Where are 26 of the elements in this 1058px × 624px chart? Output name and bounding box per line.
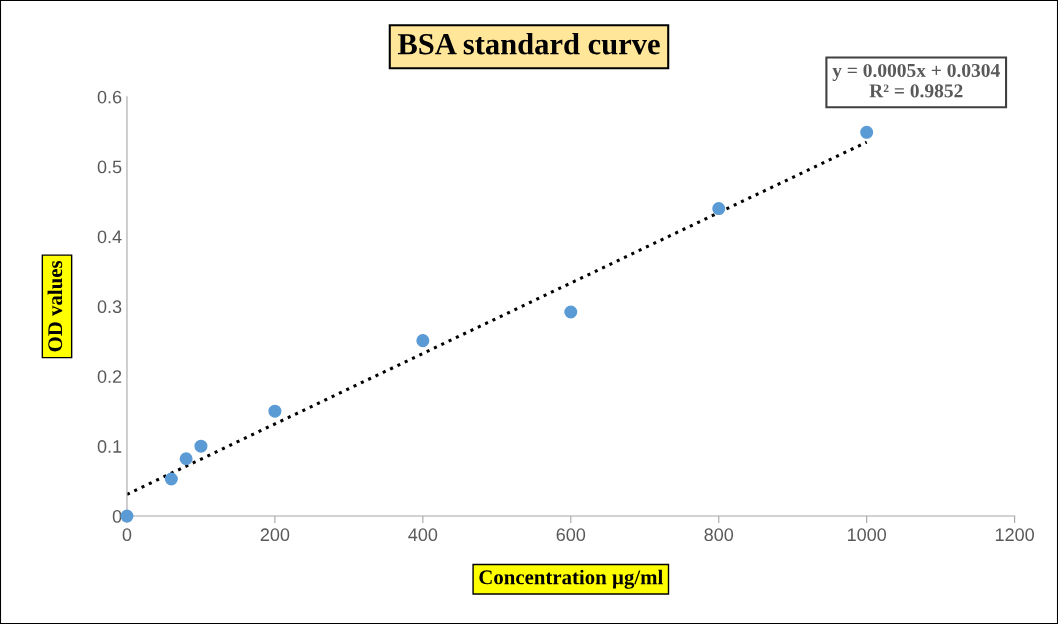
x-tick-label: 600 xyxy=(556,528,586,542)
point xyxy=(179,452,193,466)
y-axis-title: OD values xyxy=(47,260,63,352)
y-tick-label: 0.6 xyxy=(97,90,122,104)
y-tick-label: 0.5 xyxy=(97,160,122,174)
y-tick-label: 0.3 xyxy=(97,300,122,314)
x-axis-title: Concentration µg/ml xyxy=(479,569,663,589)
point xyxy=(194,439,208,453)
y-tick-label: 0.1 xyxy=(97,440,122,453)
point xyxy=(416,334,430,348)
point xyxy=(712,202,726,216)
y-tick-label: 0 xyxy=(112,509,122,523)
point xyxy=(164,472,178,486)
x-tick-label: 400 xyxy=(408,528,438,542)
x-tick-label: 1000 xyxy=(847,528,887,542)
x-tick-label: 200 xyxy=(260,528,290,542)
point xyxy=(860,125,874,139)
annotation: y = 0.0005x + 0.0304 R² = 0.9852 xyxy=(832,63,1000,98)
x-tick-label: 800 xyxy=(704,528,734,542)
point xyxy=(268,404,282,418)
y-tick-label: 0.4 xyxy=(97,230,122,244)
y-tick-label: 0.2 xyxy=(97,370,122,383)
chart-title: BSA standard curve xyxy=(397,32,660,55)
x-tick-label: 0 xyxy=(122,528,132,542)
x-tick-label: 1200 xyxy=(995,528,1034,542)
point xyxy=(564,305,578,319)
